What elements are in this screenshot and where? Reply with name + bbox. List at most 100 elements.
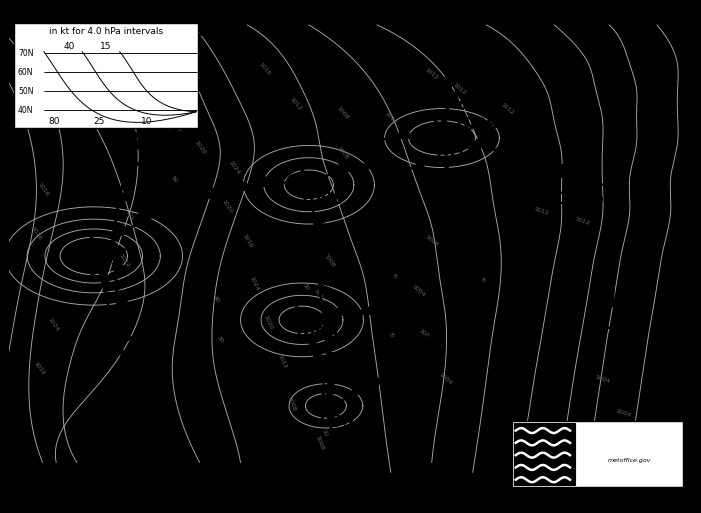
- Text: 1016: 1016: [558, 190, 604, 208]
- Polygon shape: [329, 396, 341, 405]
- Polygon shape: [109, 456, 123, 467]
- Text: 1016: 1016: [241, 233, 254, 249]
- Polygon shape: [316, 251, 327, 261]
- Text: 1016: 1016: [29, 226, 42, 242]
- Polygon shape: [414, 317, 426, 327]
- Text: 1028: 1028: [90, 455, 137, 473]
- Polygon shape: [206, 35, 219, 43]
- Polygon shape: [159, 17, 172, 28]
- Text: 40: 40: [64, 42, 75, 51]
- Polygon shape: [117, 386, 130, 396]
- Text: 50N: 50N: [18, 87, 34, 96]
- Text: 1024: 1024: [249, 275, 260, 291]
- Polygon shape: [134, 213, 149, 226]
- Polygon shape: [123, 174, 136, 185]
- Polygon shape: [336, 164, 349, 173]
- Polygon shape: [100, 272, 109, 287]
- Text: 1016: 1016: [384, 111, 397, 126]
- Polygon shape: [137, 123, 151, 133]
- Polygon shape: [518, 150, 531, 159]
- Text: 1000: 1000: [292, 325, 338, 343]
- Text: 999: 999: [319, 413, 354, 431]
- Polygon shape: [309, 184, 321, 194]
- Text: 1004: 1004: [313, 287, 325, 303]
- Polygon shape: [142, 105, 156, 115]
- Polygon shape: [370, 133, 383, 141]
- Text: 1024: 1024: [186, 66, 199, 82]
- Polygon shape: [331, 401, 341, 410]
- Polygon shape: [587, 174, 599, 183]
- Text: 1008: 1008: [336, 106, 350, 121]
- Text: 10: 10: [318, 390, 327, 399]
- Polygon shape: [118, 192, 131, 203]
- Polygon shape: [542, 157, 554, 166]
- Polygon shape: [232, 38, 245, 45]
- Polygon shape: [343, 138, 357, 147]
- Text: 1016: 1016: [257, 62, 271, 77]
- Polygon shape: [147, 88, 160, 98]
- Text: 1016: 1016: [36, 182, 49, 198]
- Polygon shape: [287, 174, 303, 183]
- Text: 1016: 1016: [599, 315, 645, 333]
- Bar: [14, 23, 198, 128]
- Text: in kt for 4.0 hPa intervals: in kt for 4.0 hPa intervals: [49, 27, 163, 36]
- Text: 40N: 40N: [18, 106, 34, 115]
- Polygon shape: [114, 227, 126, 238]
- Polygon shape: [408, 352, 421, 361]
- Text: 15: 15: [100, 42, 111, 51]
- Text: H: H: [558, 163, 574, 182]
- Polygon shape: [113, 403, 125, 414]
- Text: 40: 40: [212, 294, 221, 304]
- Text: 50: 50: [170, 175, 179, 184]
- Text: L: L: [299, 163, 311, 182]
- Polygon shape: [158, 35, 170, 46]
- Polygon shape: [392, 366, 404, 374]
- Text: 80: 80: [48, 117, 60, 126]
- Polygon shape: [361, 161, 374, 169]
- Text: 1009: 1009: [452, 116, 498, 134]
- Text: 1020: 1020: [193, 140, 206, 156]
- Polygon shape: [312, 171, 324, 181]
- Polygon shape: [114, 262, 127, 273]
- Polygon shape: [360, 307, 374, 314]
- Polygon shape: [425, 132, 438, 140]
- Text: H: H: [599, 288, 615, 307]
- Polygon shape: [105, 291, 118, 302]
- Text: 8: 8: [388, 331, 394, 338]
- Text: 1020: 1020: [185, 22, 198, 38]
- Text: L: L: [432, 119, 444, 137]
- Text: 1016: 1016: [159, 115, 172, 131]
- Text: 1012: 1012: [424, 67, 440, 81]
- Polygon shape: [329, 367, 340, 378]
- Text: 1012: 1012: [533, 207, 549, 217]
- Polygon shape: [260, 177, 276, 187]
- Polygon shape: [122, 350, 134, 361]
- Polygon shape: [160, 16, 171, 28]
- Text: 1008: 1008: [314, 435, 324, 451]
- Bar: [514, 423, 575, 485]
- Text: 1012: 1012: [118, 253, 131, 269]
- Polygon shape: [328, 336, 335, 349]
- Polygon shape: [157, 204, 172, 215]
- Polygon shape: [373, 377, 385, 386]
- Polygon shape: [315, 234, 327, 244]
- Polygon shape: [181, 29, 194, 38]
- Text: 1008: 1008: [323, 253, 336, 269]
- Text: 1008: 1008: [424, 234, 440, 248]
- Polygon shape: [132, 140, 146, 150]
- Text: 60N: 60N: [18, 68, 34, 77]
- Polygon shape: [352, 387, 364, 396]
- Text: L: L: [602, 406, 615, 425]
- Polygon shape: [325, 334, 336, 344]
- Text: 1020: 1020: [262, 314, 273, 330]
- Text: 1024: 1024: [227, 160, 240, 175]
- Polygon shape: [419, 337, 433, 345]
- Polygon shape: [116, 280, 128, 290]
- Polygon shape: [117, 298, 129, 308]
- Text: 8: 8: [391, 272, 397, 279]
- Text: 70N: 70N: [18, 49, 34, 57]
- Text: L: L: [87, 234, 100, 253]
- Polygon shape: [306, 311, 320, 319]
- Polygon shape: [233, 182, 249, 192]
- Polygon shape: [387, 160, 400, 167]
